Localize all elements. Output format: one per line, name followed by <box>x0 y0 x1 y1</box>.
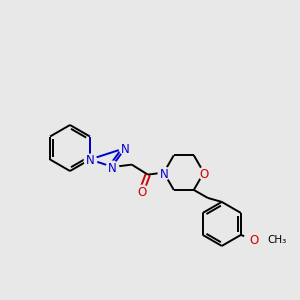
Text: N: N <box>85 154 94 167</box>
Text: N: N <box>159 168 168 181</box>
Text: O: O <box>137 186 146 199</box>
Text: O: O <box>249 234 259 247</box>
Text: N: N <box>107 162 116 175</box>
Text: CH₃: CH₃ <box>268 235 287 245</box>
Text: N: N <box>121 143 130 156</box>
Text: O: O <box>199 168 208 181</box>
